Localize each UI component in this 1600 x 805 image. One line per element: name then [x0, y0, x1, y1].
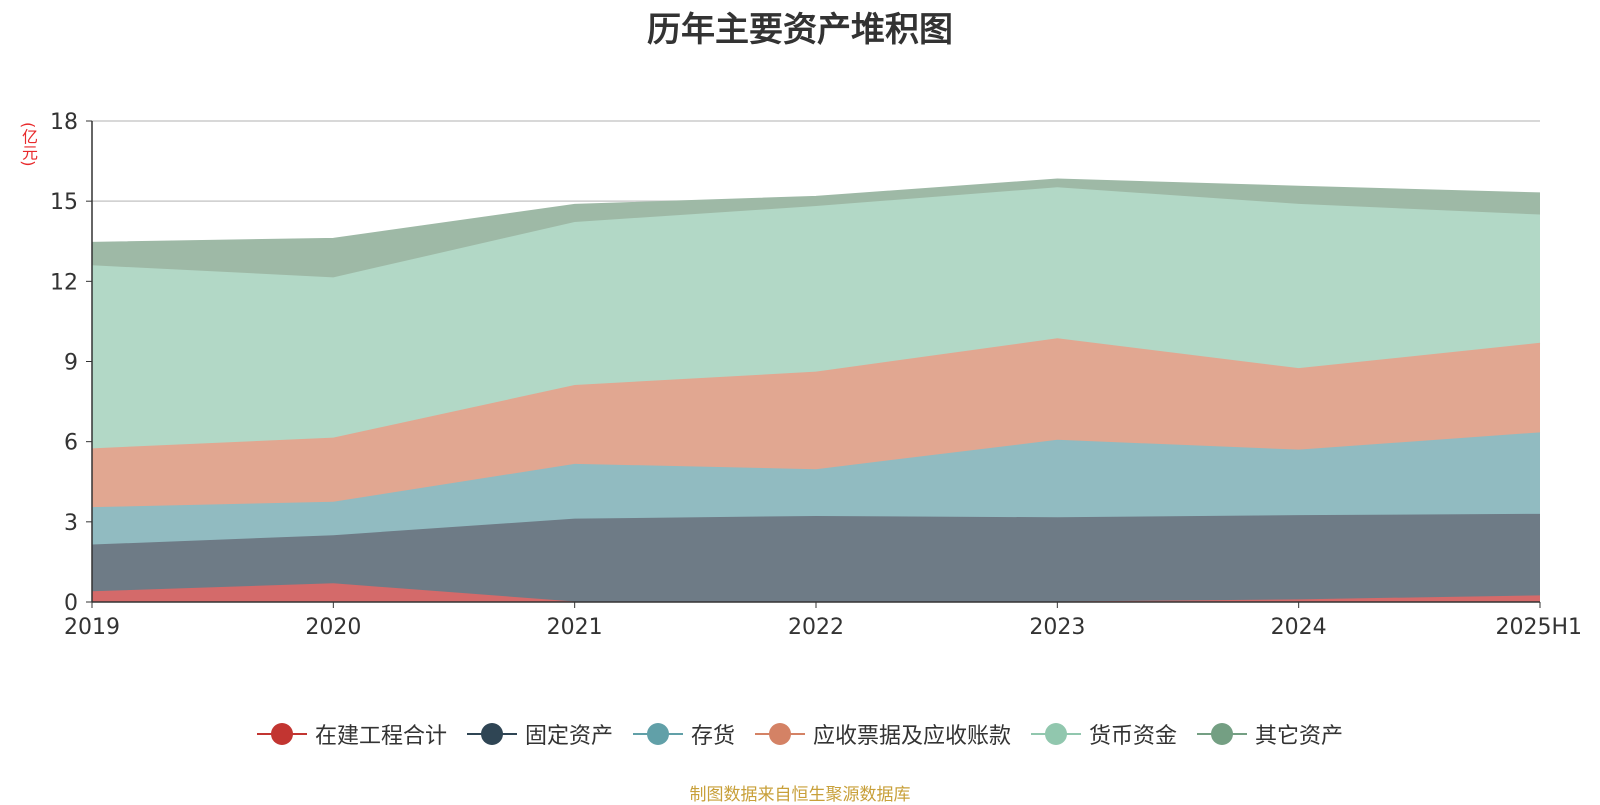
- legend-marker-icon: [1031, 722, 1082, 746]
- legend-label: 在建工程合计: [314, 724, 447, 749]
- x-tick-label: 2023: [1029, 615, 1085, 640]
- legend-label: 存货: [690, 724, 735, 749]
- legend-item[interactable]: 固定资产: [466, 718, 613, 750]
- area-series-2[interactable]: [92, 432, 1540, 545]
- legend-label: 固定资产: [524, 724, 613, 749]
- y-tick-label: 9: [64, 351, 78, 376]
- y-tick-label: 15: [50, 190, 78, 215]
- area-series-4[interactable]: [92, 187, 1540, 449]
- area-series: [91, 178, 1541, 603]
- legend-marker-icon: [466, 722, 517, 746]
- y-tick-label: 0: [64, 591, 78, 616]
- y-axis-unit-label: (亿元): [19, 122, 38, 167]
- x-tick-label: 2024: [1271, 615, 1327, 640]
- area-series-0[interactable]: [92, 583, 1540, 602]
- area-series-1[interactable]: [92, 513, 1540, 602]
- x-tick-label: 2019: [64, 615, 120, 640]
- y-tick-label: 6: [64, 431, 78, 456]
- legend-item[interactable]: 其它资产: [1197, 718, 1343, 750]
- legend-item[interactable]: 存货: [632, 718, 735, 750]
- chart-title: 历年主要资产堆积图: [647, 10, 953, 50]
- area-series-3[interactable]: [92, 338, 1540, 508]
- legend-item[interactable]: 在建工程合计: [256, 718, 447, 750]
- y-tick-label: 3: [64, 511, 78, 536]
- legend-item[interactable]: 货币资金: [1031, 718, 1177, 750]
- y-tick-label: 18: [50, 110, 78, 135]
- legend-marker-icon: [1197, 722, 1248, 746]
- legend-label: 其它资产: [1255, 724, 1344, 749]
- legend: 在建工程合计 固定资产 存货 应收票据及应收账款 货币资金 其它资产: [0, 718, 1600, 750]
- legend-marker-icon: [256, 722, 307, 746]
- legend-label: 应收票据及应收账款: [813, 724, 1012, 749]
- x-tick-label: 2022: [788, 615, 844, 640]
- x-tick-label: 2020: [305, 615, 361, 640]
- area-series-edge-5: [91, 178, 1541, 244]
- x-tick-label: 2021: [547, 615, 603, 640]
- x-tick-label: 2025H1: [1495, 615, 1582, 640]
- y-tick-label: 12: [50, 270, 78, 295]
- legend-marker-icon: [755, 722, 805, 746]
- legend-item[interactable]: 应收票据及应收账款: [755, 718, 1011, 750]
- axes: 0 3 6 9 12 15 18 2019 2020 2021 2022 2023 2024 2025H1: [50, 110, 1582, 640]
- legend-label: 货币资金: [1089, 724, 1178, 749]
- source-note: 制图数据来自恒生聚源数据库: [689, 785, 911, 805]
- area-series-5[interactable]: [92, 179, 1540, 278]
- legend-marker-icon: [632, 722, 683, 746]
